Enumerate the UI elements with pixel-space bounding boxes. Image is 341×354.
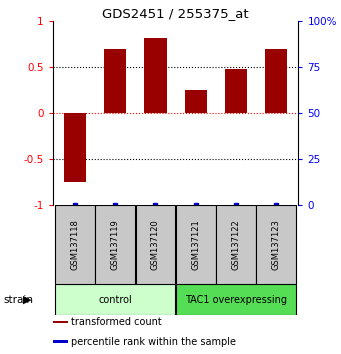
- Text: TAC1 overexpressing: TAC1 overexpressing: [185, 295, 287, 305]
- Bar: [216, 205, 256, 284]
- Bar: [225, 69, 247, 113]
- Text: GSM137119: GSM137119: [111, 219, 120, 269]
- Bar: [176, 284, 296, 315]
- Bar: [256, 205, 296, 284]
- Bar: [53, 320, 68, 323]
- Bar: [95, 205, 135, 284]
- Text: control: control: [98, 295, 132, 305]
- Bar: [185, 90, 207, 113]
- Text: GSM137122: GSM137122: [232, 219, 240, 269]
- Bar: [55, 205, 95, 284]
- Text: GSM137121: GSM137121: [191, 219, 200, 269]
- Bar: [64, 113, 86, 182]
- Text: strain: strain: [3, 295, 33, 305]
- Text: GSM137120: GSM137120: [151, 219, 160, 269]
- Text: percentile rank within the sample: percentile rank within the sample: [71, 337, 236, 347]
- Bar: [53, 341, 68, 343]
- Bar: [265, 49, 287, 113]
- Text: transformed count: transformed count: [71, 317, 162, 327]
- Bar: [136, 205, 175, 284]
- Bar: [176, 205, 216, 284]
- Bar: [145, 38, 166, 113]
- Bar: [104, 49, 126, 113]
- Text: GSM137118: GSM137118: [71, 219, 79, 270]
- Text: GSM137123: GSM137123: [272, 219, 281, 270]
- Text: ▶: ▶: [23, 295, 32, 305]
- Title: GDS2451 / 255375_at: GDS2451 / 255375_at: [102, 7, 249, 20]
- Bar: [55, 284, 175, 315]
